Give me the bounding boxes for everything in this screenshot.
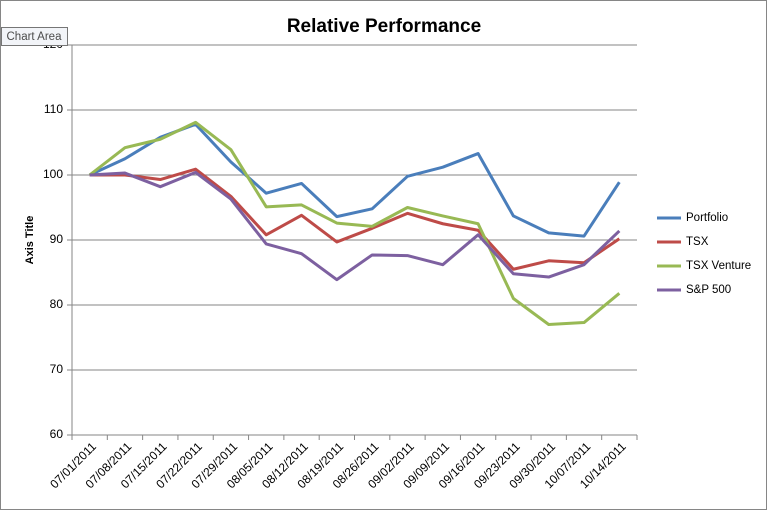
legend-label: Portfolio xyxy=(686,212,728,224)
legend-label: S&P 500 xyxy=(686,284,731,296)
y-tick-label: 70 xyxy=(50,362,64,376)
series-line xyxy=(88,120,621,326)
tooltip-box xyxy=(1,27,68,46)
tooltip-text: Chart Area xyxy=(7,31,63,43)
y-tick-label: 60 xyxy=(50,427,64,441)
legend-label: TSX Venture xyxy=(686,260,751,272)
legend-label: TSX xyxy=(686,236,709,248)
series-line xyxy=(89,167,621,271)
y-tick-label: 90 xyxy=(50,232,64,246)
y-axis-title: Axis Title xyxy=(24,216,36,265)
y-tick-label: 80 xyxy=(50,297,64,311)
y-tick-label: 110 xyxy=(44,102,63,116)
y-tick-label: 100 xyxy=(43,167,63,181)
tooltip: Chart Area xyxy=(1,27,68,46)
chart-title: Relative Performance xyxy=(287,16,481,37)
series-line xyxy=(89,170,621,282)
